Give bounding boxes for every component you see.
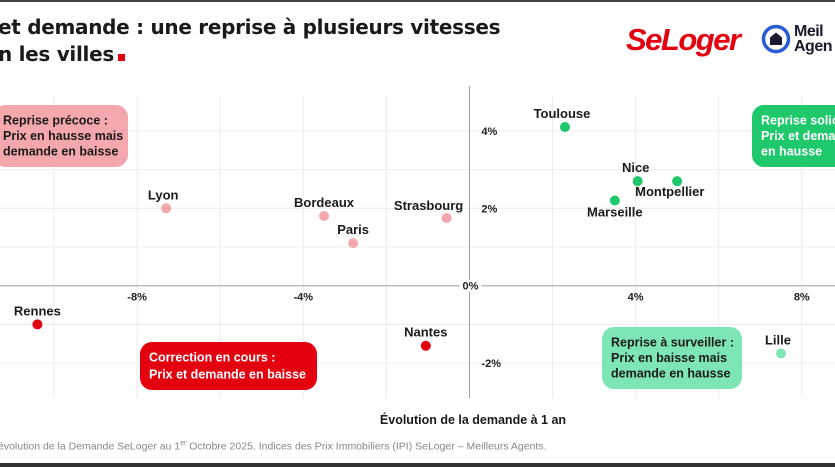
footnote-text: évolution de la Demande SeLoger au 1 [0, 440, 181, 453]
x-tick-label: -8% [127, 292, 147, 304]
data-point-marseille [609, 195, 620, 206]
origin-label: 0% [462, 281, 478, 293]
house-in-circle-icon [761, 24, 791, 54]
data-label-rennes: Rennes [14, 303, 61, 318]
data-point-bordeaux [319, 211, 330, 222]
data-label-paris: Paris [337, 222, 369, 237]
data-label-nice: Nice [622, 160, 649, 175]
data-point-montpellier [672, 176, 683, 187]
quadrant-label-correction: Correction en cours : [149, 351, 275, 365]
title-accent-dot [117, 54, 125, 61]
data-label-bordeaux: Bordeaux [294, 195, 355, 210]
data-point-strasbourg [441, 212, 452, 223]
data-label-lyon: Lyon [148, 187, 179, 202]
data-label-montpellier: Montpellier [635, 184, 704, 199]
quadrant-label-watch: Prix en baisse mais [611, 351, 727, 365]
seloger-logo: SeLoger [626, 22, 741, 57]
quadrant-box-early [0, 105, 128, 167]
quadrant-label-watch: Reprise à surveiller : [611, 336, 734, 350]
page-title: et demande : une reprise à plusieurs vit… [0, 14, 501, 68]
quadrant-label-solid: Reprise solic [761, 114, 835, 128]
x-axis-title: Évolution de la demande à 1 an [380, 412, 566, 427]
data-label-lille: Lille [765, 332, 791, 347]
quadrant-label-early: Reprise précoce : [3, 114, 108, 128]
frame-top-border [0, 0, 835, 2]
footnote-text-rest: Octobre 2025. Indices des Prix Immobilie… [186, 440, 547, 453]
data-point-lille [775, 348, 786, 359]
footnote: évolution de la Demande SeLoger au 1er O… [0, 440, 546, 453]
data-point-paris [348, 238, 359, 249]
data-point-lyon [161, 203, 172, 214]
quadrant-box-watch [602, 327, 742, 389]
data-label-toulouse: Toulouse [534, 106, 591, 121]
x-tick-label: 4% [628, 292, 644, 304]
data-label-marseille: Marseille [587, 205, 643, 220]
footnote-sup: er [180, 440, 187, 447]
data-point-nantes [420, 340, 431, 351]
title-line-2: n les villes [0, 42, 114, 66]
quadrant-label-solid: en hausse [761, 145, 822, 159]
title-line-1: et demande : une reprise à plusieurs vit… [0, 15, 501, 39]
quadrant-label-early: demande en baisse [3, 145, 118, 159]
y-tick-label: 2% [481, 203, 497, 215]
data-label-strasbourg: Strasbourg [394, 198, 463, 213]
y-tick-label: -2% [481, 358, 501, 370]
x-tick-label: 8% [794, 292, 810, 304]
y-tick-label: 4% [481, 126, 497, 138]
quadrant-label-solid: Prix et dema [761, 129, 835, 143]
quadrant-label-watch: demande en hausse [611, 367, 731, 381]
data-point-nice [632, 176, 643, 187]
frame-bottom-border [0, 463, 835, 467]
data-point-rennes [32, 319, 43, 330]
quadrant-label-correction: Prix et demande en baisse [149, 368, 306, 382]
origin-label-bg [459, 279, 482, 292]
quadrant-box-solid [752, 105, 835, 167]
data-label-nantes: Nantes [404, 325, 447, 340]
x-tick-label: -4% [293, 292, 313, 304]
meilleurs-agents-logo: Meil Agen [761, 24, 833, 55]
quadrant-label-early: Prix en hausse mais [3, 129, 123, 143]
data-point-toulouse [559, 121, 570, 132]
quadrant-box-correction [140, 342, 317, 390]
